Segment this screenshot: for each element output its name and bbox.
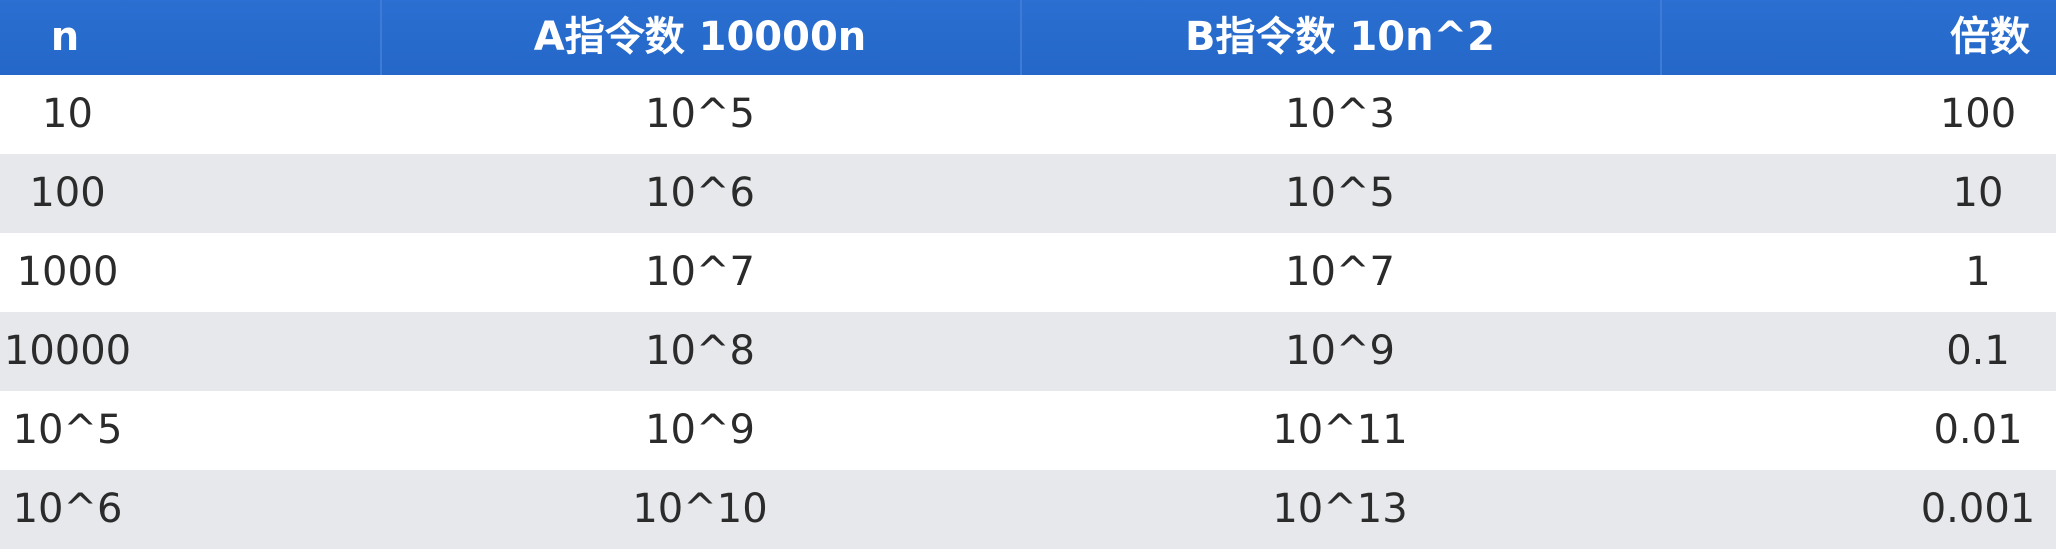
cell-n: 10^6: [12, 486, 123, 532]
cell-n: 10^5: [12, 407, 123, 453]
cell-ratio: 0.01: [1933, 407, 2023, 453]
header-a-instructions: A指令数 10000n: [533, 14, 867, 60]
table-header: n A指令数 10000n B指令数 10n^2 倍数: [0, 0, 2056, 75]
table-row: 10000 10^8 10^9 0.1: [0, 312, 2056, 391]
cell-b: 10^13: [1272, 486, 1408, 532]
cell-b: 10^9: [1285, 328, 1395, 374]
table-row: 10^6 10^10 10^13 0.001: [0, 470, 2056, 549]
cell-ratio: 100: [1939, 91, 2017, 137]
cell-a: 10^6: [645, 170, 755, 216]
table-row: 10 10^5 10^3 100: [0, 75, 2056, 154]
cell-b: 10^3: [1285, 91, 1395, 137]
cell-a: 10^5: [645, 91, 755, 137]
cell-b: 10^7: [1285, 249, 1395, 295]
cell-n: 1000: [16, 249, 119, 295]
cell-a: 10^10: [632, 486, 768, 532]
cell-b: 10^11: [1272, 407, 1408, 453]
header-divider: [1020, 0, 1022, 75]
cell-ratio: 1: [1965, 249, 1991, 295]
header-b-instructions: B指令数 10n^2: [1185, 14, 1495, 60]
cell-a: 10^9: [645, 407, 755, 453]
table-row: 100 10^6 10^5 10: [0, 154, 2056, 233]
cell-a: 10^7: [645, 249, 755, 295]
cell-n: 10: [42, 91, 93, 137]
cell-ratio: 10: [1952, 170, 2004, 216]
header-n: n: [50, 14, 80, 60]
cell-n: 10000: [3, 328, 132, 374]
cell-ratio: 0.1: [1946, 328, 2010, 374]
cell-a: 10^8: [645, 328, 755, 374]
table-row: 10^5 10^9 10^11 0.01: [0, 391, 2056, 470]
header-divider: [380, 0, 382, 75]
header-divider: [1660, 0, 1662, 75]
cell-ratio: 0.001: [1920, 486, 2036, 532]
table-row: 1000 10^7 10^7 1: [0, 233, 2056, 312]
cell-b: 10^5: [1285, 170, 1395, 216]
cell-n: 100: [29, 170, 106, 216]
header-ratio: 倍数: [1950, 14, 2030, 60]
